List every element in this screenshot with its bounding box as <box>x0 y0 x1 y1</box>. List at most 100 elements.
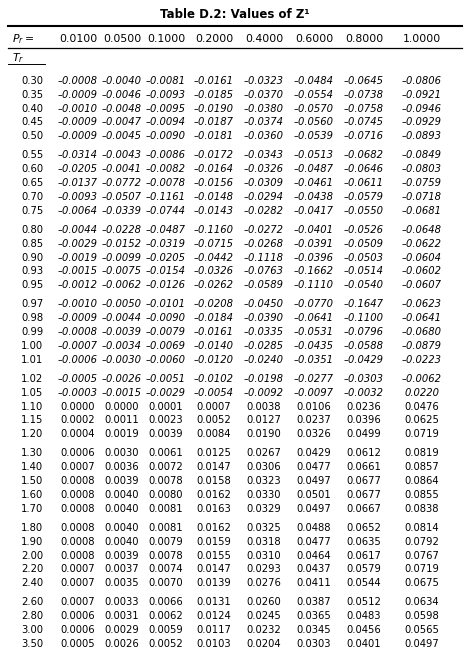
Text: –0.0137: –0.0137 <box>58 178 98 188</box>
Text: –0.0205: –0.0205 <box>146 253 186 263</box>
Text: –0.1662: –0.1662 <box>294 266 334 276</box>
Text: 0.0052: 0.0052 <box>149 639 183 649</box>
Text: 1.10: 1.10 <box>21 402 43 411</box>
Text: –0.0009: –0.0009 <box>58 131 98 141</box>
Text: –0.0641: –0.0641 <box>402 313 442 323</box>
Text: 3.50: 3.50 <box>21 639 43 649</box>
Text: –0.0034: –0.0034 <box>102 341 142 351</box>
Text: 0.99: 0.99 <box>21 327 43 337</box>
Text: 0.0325: 0.0325 <box>247 523 282 533</box>
Text: 0.0000: 0.0000 <box>105 402 139 411</box>
Text: –0.0570: –0.0570 <box>294 103 334 114</box>
Text: 0.93: 0.93 <box>21 266 43 276</box>
Text: –0.0090: –0.0090 <box>146 131 186 141</box>
Text: –0.0461: –0.0461 <box>294 178 334 188</box>
Text: 0.0220: 0.0220 <box>405 388 439 398</box>
Text: –0.0380: –0.0380 <box>244 103 284 114</box>
Text: –0.0401: –0.0401 <box>294 225 334 235</box>
Text: 0.0329: 0.0329 <box>247 503 282 514</box>
Text: 0.98: 0.98 <box>21 313 43 323</box>
Text: –0.0185: –0.0185 <box>194 89 234 100</box>
Text: –0.0374: –0.0374 <box>244 118 284 127</box>
Text: 0.40: 0.40 <box>21 103 43 114</box>
Text: 0.0081: 0.0081 <box>149 503 183 514</box>
Text: –0.0015: –0.0015 <box>102 388 142 398</box>
Text: 0.0038: 0.0038 <box>247 402 281 411</box>
Text: 0.30: 0.30 <box>21 76 43 86</box>
Text: –0.0009: –0.0009 <box>58 89 98 100</box>
Text: 0.0864: 0.0864 <box>405 476 439 486</box>
Text: –0.0032: –0.0032 <box>344 388 384 398</box>
Text: –0.0003: –0.0003 <box>58 388 98 398</box>
Text: 2.00: 2.00 <box>21 550 43 560</box>
Text: –0.0435: –0.0435 <box>294 341 334 351</box>
Text: 0.0019: 0.0019 <box>105 429 140 439</box>
Text: 1.30: 1.30 <box>21 449 43 458</box>
Text: –0.0540: –0.0540 <box>344 280 384 290</box>
Text: 0.0030: 0.0030 <box>105 449 139 458</box>
Text: –0.0314: –0.0314 <box>58 150 98 161</box>
Text: 0.0008: 0.0008 <box>61 550 95 560</box>
Text: 0.0008: 0.0008 <box>61 503 95 514</box>
Text: 0.0365: 0.0365 <box>297 611 331 621</box>
Text: –0.0208: –0.0208 <box>194 299 234 310</box>
Text: 2.80: 2.80 <box>21 611 43 621</box>
Text: 0.0008: 0.0008 <box>61 490 95 500</box>
Text: 0.55: 0.55 <box>21 150 43 161</box>
Text: –0.1100: –0.1100 <box>344 313 384 323</box>
Text: 0.0232: 0.0232 <box>247 625 282 635</box>
Text: –0.0060: –0.0060 <box>146 355 186 364</box>
Text: –0.0849: –0.0849 <box>402 150 442 161</box>
Text: 0.0037: 0.0037 <box>105 564 139 574</box>
Text: 0.0031: 0.0031 <box>105 611 139 621</box>
Text: 0.0260: 0.0260 <box>247 597 282 607</box>
Text: –0.0062: –0.0062 <box>402 374 442 384</box>
Text: –0.0101: –0.0101 <box>146 299 186 310</box>
Text: 1.90: 1.90 <box>21 537 43 547</box>
Text: –0.0550: –0.0550 <box>344 206 384 215</box>
Text: 0.0464: 0.0464 <box>297 550 331 560</box>
Text: 0.0245: 0.0245 <box>247 611 282 621</box>
Text: 0.0625: 0.0625 <box>405 415 439 425</box>
Text: 0.0855: 0.0855 <box>405 490 439 500</box>
Text: –0.0019: –0.0019 <box>58 253 98 263</box>
Text: 0.0661: 0.0661 <box>346 462 382 472</box>
Text: 0.0675: 0.0675 <box>405 578 439 588</box>
Text: –0.0745: –0.0745 <box>344 118 384 127</box>
Text: –0.0796: –0.0796 <box>344 327 384 337</box>
Text: 0.0477: 0.0477 <box>297 537 331 547</box>
Text: 0.65: 0.65 <box>21 178 43 188</box>
Text: –0.0045: –0.0045 <box>102 131 142 141</box>
Text: 0.50: 0.50 <box>21 131 43 141</box>
Text: 0.0079: 0.0079 <box>149 537 183 547</box>
Text: –0.0343: –0.0343 <box>244 150 284 161</box>
Text: –0.0648: –0.0648 <box>402 225 442 235</box>
Text: 0.97: 0.97 <box>21 299 43 310</box>
Text: 0.0617: 0.0617 <box>346 550 382 560</box>
Text: 0.0483: 0.0483 <box>347 611 381 621</box>
Text: –0.0391: –0.0391 <box>294 239 334 249</box>
Text: 0.85: 0.85 <box>21 239 43 249</box>
Text: –0.0268: –0.0268 <box>244 239 284 249</box>
Text: –0.0588: –0.0588 <box>344 341 384 351</box>
Text: 0.0237: 0.0237 <box>297 415 331 425</box>
Text: –0.0228: –0.0228 <box>102 225 142 235</box>
Text: –0.0646: –0.0646 <box>344 164 384 174</box>
Text: –0.0579: –0.0579 <box>344 192 384 202</box>
Text: 0.0500: 0.0500 <box>103 34 141 44</box>
Text: –0.0093: –0.0093 <box>58 192 98 202</box>
Text: 0.0677: 0.0677 <box>346 476 382 486</box>
Text: –0.0030: –0.0030 <box>102 355 142 364</box>
Text: –0.0092: –0.0092 <box>244 388 284 398</box>
Text: 0.95: 0.95 <box>21 280 43 290</box>
Text: –0.0560: –0.0560 <box>294 118 334 127</box>
Text: –0.0090: –0.0090 <box>146 313 186 323</box>
Text: 0.0635: 0.0635 <box>347 537 381 547</box>
Text: –0.0806: –0.0806 <box>402 76 442 86</box>
Text: 0.0039: 0.0039 <box>149 429 183 439</box>
Text: –0.0043: –0.0043 <box>102 150 142 161</box>
Text: Table D.2: Values of Z¹: Table D.2: Values of Z¹ <box>160 7 310 20</box>
Text: –0.0094: –0.0094 <box>146 118 186 127</box>
Text: 0.0236: 0.0236 <box>347 402 381 411</box>
Text: –0.0607: –0.0607 <box>402 280 442 290</box>
